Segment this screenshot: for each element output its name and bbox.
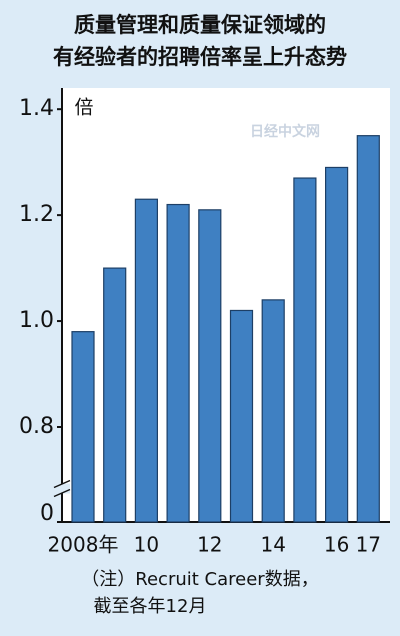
x-tick-label: 14 <box>260 533 285 557</box>
bar <box>103 267 127 523</box>
chart-title: 有经验者的招聘倍率呈上升态势 <box>53 45 347 69</box>
bar <box>356 135 380 523</box>
x-tick-label: 2008年 <box>48 533 119 557</box>
bar <box>325 166 349 523</box>
bar <box>229 309 254 523</box>
bar <box>71 331 95 523</box>
bar <box>198 209 222 523</box>
x-tick-label: 17 <box>356 533 381 557</box>
y-tick-label: 1.0 <box>19 308 54 333</box>
chart-title: 质量管理和质量保证领域的 <box>74 13 326 37</box>
bar <box>134 198 158 523</box>
axis-break <box>53 488 71 498</box>
y-tick-label: 1.2 <box>19 202 54 227</box>
x-tick-label: 12 <box>197 533 222 557</box>
y-tick-label: 0.8 <box>19 414 54 439</box>
watermark: 日经中文网 <box>250 123 320 140</box>
x-tick-label: 16 <box>324 533 349 557</box>
note: （注）Recruit Career数据， <box>81 569 318 590</box>
unit-label: 倍 <box>74 97 93 119</box>
y-tick-label: 0 <box>40 501 54 526</box>
axis-break-gap <box>54 483 70 494</box>
bar <box>293 177 317 523</box>
bar <box>166 203 190 523</box>
axis-break <box>53 479 71 489</box>
y-tick-label: 1.4 <box>19 96 54 121</box>
bar <box>261 299 285 523</box>
x-tick-label: 10 <box>134 533 159 557</box>
note: 截至各年12月 <box>94 596 207 617</box>
